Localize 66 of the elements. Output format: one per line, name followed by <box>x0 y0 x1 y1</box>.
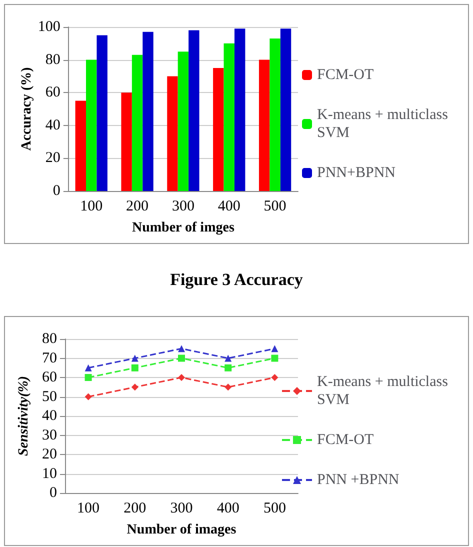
y-axis-title: Accuracy (%) <box>20 66 34 151</box>
legend-label: FCM-OT <box>317 67 374 83</box>
point <box>131 354 138 362</box>
x-tick-label: 200 <box>124 500 146 516</box>
x-tick-label: 400 <box>218 198 240 214</box>
bar <box>167 76 178 191</box>
y-tick-label: 70 <box>42 350 57 366</box>
bar <box>188 30 200 191</box>
point <box>84 393 92 400</box>
x-tick-label: 400 <box>216 500 240 516</box>
x-tick-label: 200 <box>126 198 149 214</box>
bar <box>270 38 280 191</box>
point <box>271 374 278 381</box>
point <box>224 384 232 391</box>
bar <box>96 35 108 191</box>
y-tick-label: 80 <box>45 52 60 68</box>
bar <box>258 60 270 191</box>
point <box>271 345 278 352</box>
bar <box>86 60 97 191</box>
bar <box>178 52 189 191</box>
y-tick-label: 50 <box>42 388 57 405</box>
y-tick-label: 60 <box>45 84 60 101</box>
x-axis-title: Number of images <box>126 522 237 538</box>
legend-label: PNN+BPNN <box>317 165 396 181</box>
x-axis-title: Number of imges <box>132 220 235 236</box>
y-tick-label: 60 <box>42 370 57 386</box>
point <box>178 345 185 352</box>
y-tick-label: 80 <box>42 331 57 347</box>
y-tick-label: 10 <box>42 466 57 482</box>
x-tick-label: 100 <box>77 500 100 516</box>
y-tick-label: 40 <box>42 408 57 424</box>
y-tick-label: 100 <box>38 19 60 35</box>
x-tick-label: 300 <box>172 198 194 214</box>
point <box>224 364 232 372</box>
bar <box>75 100 86 191</box>
bar <box>142 32 154 191</box>
x-tick-label: 500 <box>264 198 286 214</box>
bar <box>132 54 143 191</box>
point <box>84 364 92 372</box>
y-tick-label: 0 <box>50 485 57 501</box>
point <box>131 384 138 391</box>
bar <box>224 43 234 191</box>
caption: Figure 3 Accuracy <box>169 270 304 290</box>
y-tick-label: 40 <box>45 117 60 134</box>
y-tick-label: 20 <box>42 446 57 462</box>
point <box>224 354 232 362</box>
y-tick-label: 30 <box>42 427 57 444</box>
legend-label: FCM-OT <box>317 432 374 448</box>
y-axis-title: Sensitivity(%) <box>16 376 32 456</box>
point <box>178 354 185 362</box>
legend-label: K-means + multiclass SVM <box>317 107 452 141</box>
bar <box>121 92 132 191</box>
x-tick-label: 500 <box>263 500 286 516</box>
x-tick-label: 300 <box>170 500 193 516</box>
point <box>84 374 92 381</box>
y-tick-label: 0 <box>52 183 60 199</box>
bar <box>234 28 246 191</box>
point <box>178 374 185 381</box>
legend-label: PNN +BPNN <box>317 472 400 488</box>
point <box>131 364 138 372</box>
legend-label: K-means + multiclass SVM <box>317 374 452 408</box>
y-tick-label: 20 <box>45 150 60 166</box>
bar <box>280 28 292 191</box>
bar <box>213 68 224 191</box>
x-tick-label: 100 <box>80 198 103 214</box>
point <box>271 354 278 362</box>
